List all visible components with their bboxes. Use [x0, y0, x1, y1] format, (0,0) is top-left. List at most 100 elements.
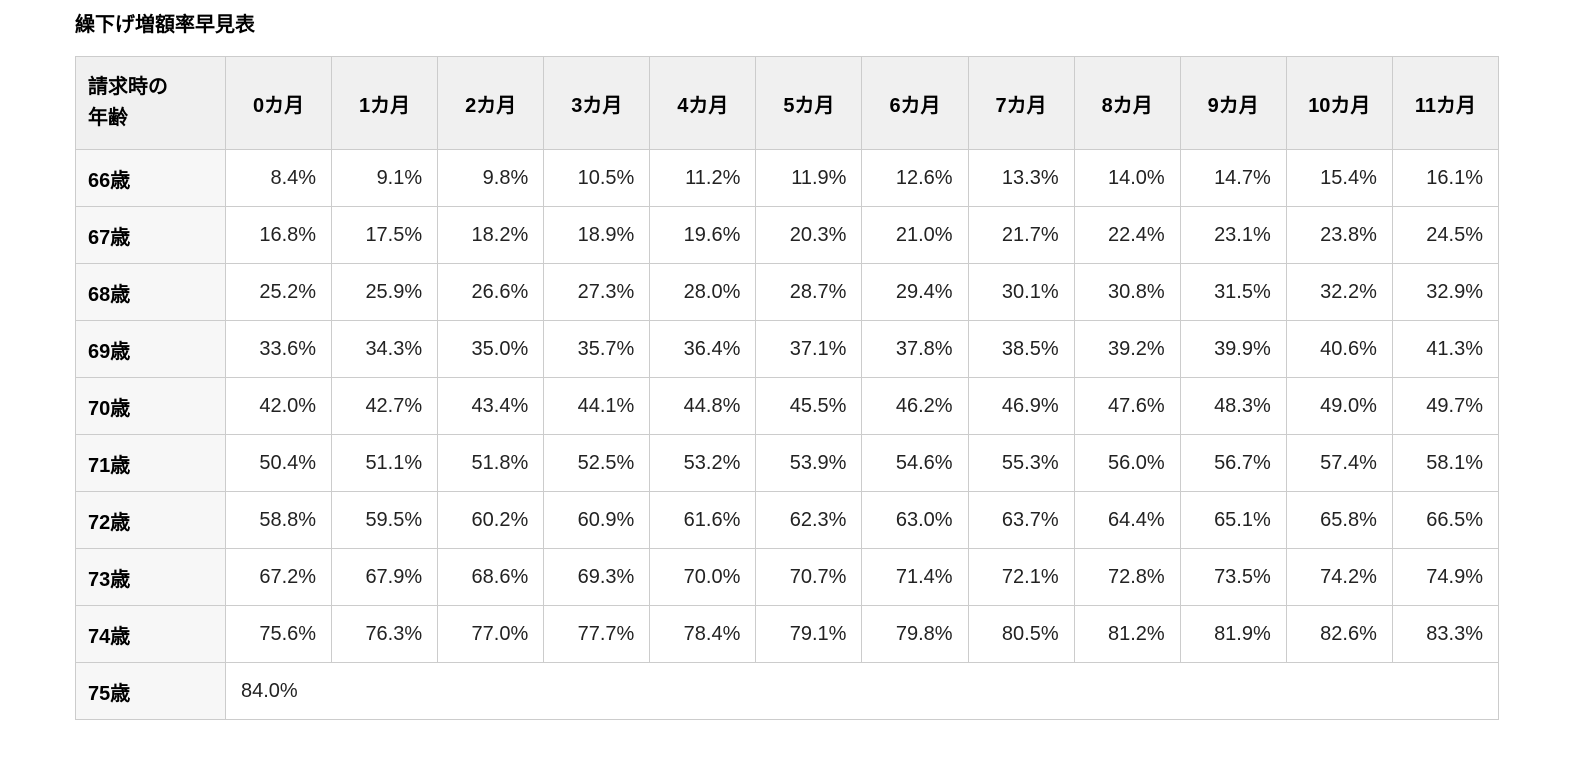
- rate-cell: 44.1%: [543, 377, 651, 435]
- rate-cell: 79.1%: [755, 605, 863, 663]
- rate-cell: 33.6%: [224, 320, 333, 378]
- rate-cell: 39.9%: [1179, 320, 1287, 378]
- rate-cell: 69.3%: [543, 548, 651, 606]
- rate-cell: 63.0%: [861, 491, 969, 549]
- rate-cell: 72.8%: [1073, 548, 1181, 606]
- rate-cell: 63.7%: [967, 491, 1075, 549]
- age-label: 72歳: [75, 491, 226, 549]
- table-row: 67歳 16.8% 17.5% 18.2% 18.9% 19.6% 20.3% 21.0% 21…: [75, 206, 1500, 264]
- rate-cell: 40.6%: [1285, 320, 1393, 378]
- rate-cell: 20.3%: [755, 206, 863, 264]
- month-header-6: 6カ月: [861, 56, 969, 150]
- rate-cell: 35.0%: [437, 320, 545, 378]
- rate-cell: 66.5%: [1391, 491, 1500, 549]
- rate-cell: 62.3%: [755, 491, 863, 549]
- month-header-11: 11カ月: [1391, 56, 1500, 150]
- rate-cell: 9.1%: [331, 149, 439, 207]
- rate-cell: 17.5%: [331, 206, 439, 264]
- rate-cell: 46.2%: [861, 377, 969, 435]
- rate-table: 請求時の 年齢 0カ月 1カ月 2カ月 3カ月 4カ月 5カ月 6カ月 7カ月 8カ月 9カ月 10…: [75, 56, 1500, 720]
- month-header-4: 4カ月: [649, 56, 757, 150]
- rate-cell: 56.0%: [1073, 434, 1181, 492]
- rate-cell: 75.6%: [224, 605, 333, 663]
- rate-cell: 31.5%: [1179, 263, 1287, 321]
- month-header-7: 7カ月: [967, 56, 1075, 150]
- rate-cell: 82.6%: [1285, 605, 1393, 663]
- rate-cell: 12.6%: [861, 149, 969, 207]
- corner-header-line-2: 年齢: [88, 107, 128, 129]
- rate-cell: 21.0%: [861, 206, 969, 264]
- rate-cell: 11.9%: [755, 149, 863, 207]
- month-header-9: 9カ月: [1179, 56, 1287, 150]
- rate-cell: 14.0%: [1073, 149, 1181, 207]
- age-label: 68歳: [75, 263, 226, 321]
- rate-cell: 46.9%: [967, 377, 1075, 435]
- rate-cell: 13.3%: [967, 149, 1075, 207]
- month-header-3: 3カ月: [543, 56, 651, 150]
- month-header-2: 2カ月: [437, 56, 545, 150]
- rate-cell: 42.7%: [331, 377, 439, 435]
- rate-cell: 81.2%: [1073, 605, 1181, 663]
- rate-cell: 14.7%: [1179, 149, 1287, 207]
- rate-cell: 83.3%: [1391, 605, 1500, 663]
- rate-cell: 74.9%: [1391, 548, 1500, 606]
- age-label: 66歳: [75, 149, 226, 207]
- age-label: 73歳: [75, 548, 226, 606]
- rate-cell: 28.0%: [649, 263, 757, 321]
- rate-cell: 70.0%: [649, 548, 757, 606]
- rate-cell: 70.7%: [755, 548, 863, 606]
- header-row: 請求時の 年齢 0カ月 1カ月 2カ月 3カ月 4カ月 5カ月 6カ月 7カ月 8カ月 9カ月 10…: [75, 56, 1500, 150]
- rate-cell: 67.2%: [224, 548, 333, 606]
- rate-cell: 84.0%: [225, 662, 1499, 720]
- rate-cell: 64.4%: [1073, 491, 1181, 549]
- rate-cell: 81.9%: [1179, 605, 1287, 663]
- rate-cell: 23.1%: [1179, 206, 1287, 264]
- rate-cell: 58.1%: [1391, 434, 1500, 492]
- rate-cell: 18.2%: [437, 206, 545, 264]
- table-row: 69歳 33.6% 34.3% 35.0% 35.7% 36.4% 37.1% 37.8% 38…: [75, 320, 1500, 378]
- rate-cell: 61.6%: [649, 491, 757, 549]
- month-header-0: 0カ月: [224, 56, 333, 150]
- rate-cell: 39.2%: [1073, 320, 1181, 378]
- table-body: 66歳 8.4% 9.1% 9.8% 10.5% 11.2% 11.9% 12.6% 13.3%…: [75, 149, 1500, 720]
- rate-cell: 11.2%: [649, 149, 757, 207]
- page-title: 繰下げ増額率早見表: [75, 14, 255, 36]
- rate-cell: 37.8%: [861, 320, 969, 378]
- rate-cell: 76.3%: [331, 605, 439, 663]
- month-header-10: 10カ月: [1285, 56, 1393, 150]
- rate-cell: 28.7%: [755, 263, 863, 321]
- rate-cell: 54.6%: [861, 434, 969, 492]
- rate-cell: 56.7%: [1179, 434, 1287, 492]
- rate-cell: 25.2%: [224, 263, 333, 321]
- rate-cell: 47.6%: [1073, 377, 1181, 435]
- rate-cell: 36.4%: [649, 320, 757, 378]
- rate-cell: 73.5%: [1179, 548, 1287, 606]
- age-label: 70歳: [75, 377, 226, 435]
- rate-cell: 58.8%: [224, 491, 333, 549]
- table-row: 71歳 50.4% 51.1% 51.8% 52.5% 53.2% 53.9% 54.6% 55…: [75, 434, 1500, 492]
- rate-cell: 32.9%: [1391, 263, 1500, 321]
- rate-cell: 29.4%: [861, 263, 969, 321]
- rate-cell: 60.2%: [437, 491, 545, 549]
- rate-cell: 51.8%: [437, 434, 545, 492]
- rate-cell: 55.3%: [967, 434, 1075, 492]
- rate-cell: 53.2%: [649, 434, 757, 492]
- rate-cell: 68.6%: [437, 548, 545, 606]
- rate-cell: 71.4%: [861, 548, 969, 606]
- rate-cell: 72.1%: [967, 548, 1075, 606]
- rate-cell: 8.4%: [224, 149, 333, 207]
- age-label: 67歳: [75, 206, 226, 264]
- rate-cell: 77.0%: [437, 605, 545, 663]
- rate-cell: 49.0%: [1285, 377, 1393, 435]
- rate-cell: 34.3%: [331, 320, 439, 378]
- rate-cell: 77.7%: [543, 605, 651, 663]
- rate-cell: 38.5%: [967, 320, 1075, 378]
- corner-header-line-1: 請求時の: [88, 76, 168, 98]
- rate-cell: 78.4%: [649, 605, 757, 663]
- rate-cell: 16.1%: [1391, 149, 1500, 207]
- table-row: 74歳 75.6% 76.3% 77.0% 77.7% 78.4% 79.1% 79.8% 80…: [75, 605, 1500, 663]
- table-row: 72歳 58.8% 59.5% 60.2% 60.9% 61.6% 62.3% 63.0% 63…: [75, 491, 1500, 549]
- age-label: 71歳: [75, 434, 226, 492]
- rate-cell: 35.7%: [543, 320, 651, 378]
